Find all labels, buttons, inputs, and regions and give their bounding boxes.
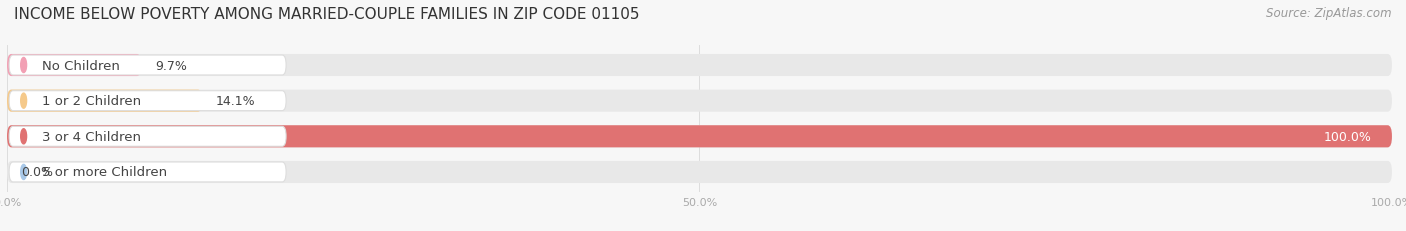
Text: 0.0%: 0.0% — [21, 166, 53, 179]
FancyBboxPatch shape — [7, 126, 1392, 148]
FancyBboxPatch shape — [7, 126, 1392, 148]
Circle shape — [21, 58, 27, 73]
Text: 3 or 4 Children: 3 or 4 Children — [42, 130, 141, 143]
Text: INCOME BELOW POVERTY AMONG MARRIED-COUPLE FAMILIES IN ZIP CODE 01105: INCOME BELOW POVERTY AMONG MARRIED-COUPL… — [14, 7, 640, 22]
FancyBboxPatch shape — [8, 162, 285, 182]
Circle shape — [21, 94, 27, 109]
FancyBboxPatch shape — [8, 127, 285, 147]
Circle shape — [21, 129, 27, 144]
Text: 5 or more Children: 5 or more Children — [42, 166, 167, 179]
Text: 14.1%: 14.1% — [217, 95, 256, 108]
FancyBboxPatch shape — [8, 91, 285, 111]
Text: 1 or 2 Children: 1 or 2 Children — [42, 95, 141, 108]
Circle shape — [21, 165, 27, 180]
FancyBboxPatch shape — [8, 56, 285, 76]
Text: Source: ZipAtlas.com: Source: ZipAtlas.com — [1267, 7, 1392, 20]
Text: 9.7%: 9.7% — [155, 59, 187, 72]
Text: 100.0%: 100.0% — [1323, 130, 1371, 143]
FancyBboxPatch shape — [7, 55, 142, 77]
FancyBboxPatch shape — [7, 161, 1392, 183]
FancyBboxPatch shape — [7, 55, 1392, 77]
Text: No Children: No Children — [42, 59, 120, 72]
FancyBboxPatch shape — [7, 90, 202, 112]
FancyBboxPatch shape — [7, 90, 1392, 112]
